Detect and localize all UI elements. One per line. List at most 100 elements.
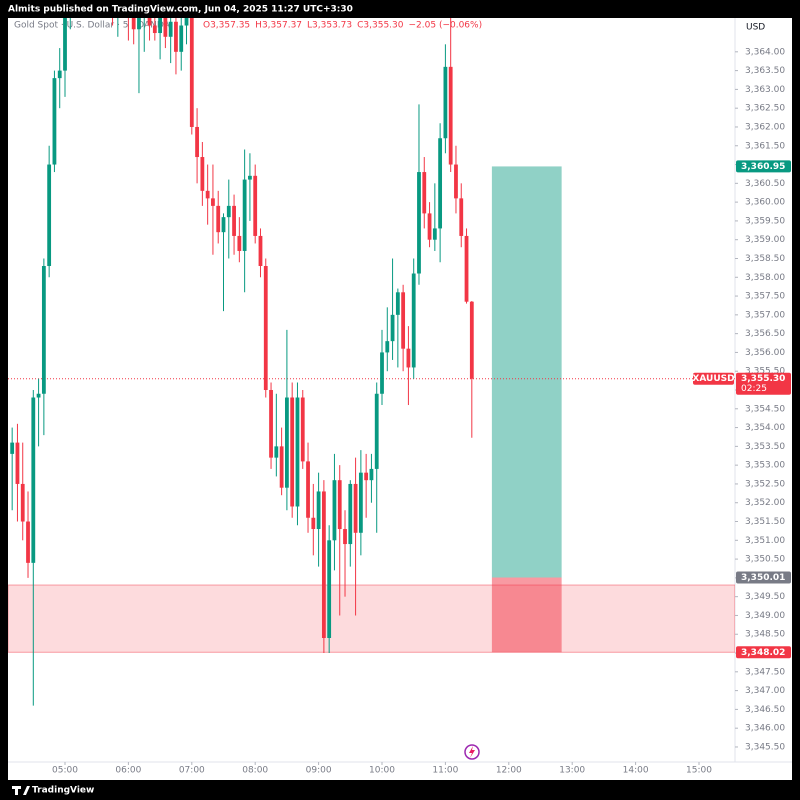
- candle-body: [353, 483, 358, 533]
- countdown-label: 02:25: [741, 384, 767, 394]
- candle-body: [221, 217, 226, 233]
- candle-body: [406, 348, 411, 368]
- axes: 3,345.50 3,346.00 3,346.50 3,347.00 3,347.50…: [52, 47, 791, 776]
- candle-body: [290, 397, 295, 507]
- candle-body: [411, 273, 416, 368]
- candle-body: [454, 164, 458, 199]
- x-tick-label: 12:00: [496, 766, 522, 776]
- event-icon-bolt: [469, 746, 475, 758]
- candle-body: [448, 66, 453, 165]
- ohlc-legend: O3,357.35 H3,357.37 L3,353.73 C3,355.30 −2.0…: [203, 21, 482, 31]
- y-tick-label: 3,354.50: [745, 404, 785, 414]
- y-tick-label: 3,362.50: [745, 104, 785, 114]
- candle-body: [364, 472, 369, 481]
- candle-body: [248, 175, 252, 180]
- candle-body: [321, 491, 326, 638]
- candle-body: [427, 213, 432, 240]
- candle-body: [459, 198, 464, 236]
- last-price-label: 3,355.30: [741, 374, 785, 384]
- candle-body: [332, 480, 337, 541]
- candle-body: [41, 266, 46, 394]
- symbol-badge: [693, 372, 734, 385]
- stop-loss-area: [491, 577, 562, 653]
- candle-body: [295, 397, 300, 507]
- candle-body: [417, 172, 421, 274]
- candle-body: [63, 18, 67, 71]
- candle-body: [211, 198, 215, 206]
- y-tick-label: 3,350.50: [745, 555, 785, 565]
- candle-body: [26, 521, 30, 563]
- x-tick-label: 13:00: [559, 766, 585, 776]
- candle-body: [327, 540, 332, 638]
- candle-body: [174, 21, 178, 52]
- candle-body: [147, 18, 152, 26]
- candle-body: [168, 21, 173, 37]
- x-tick-label: 15:00: [686, 766, 712, 776]
- candle-body: [395, 292, 400, 315]
- candle-body: [311, 517, 316, 530]
- y-tick-label: 3,355.50: [745, 367, 785, 377]
- candle-body: [438, 138, 443, 229]
- candle-body: [401, 292, 406, 349]
- price-badge: [736, 160, 791, 173]
- x-tick-label: 07:00: [179, 766, 205, 776]
- publish-header: Almits published on TradingView.com, Jun…: [8, 5, 353, 15]
- candle-body: [179, 25, 184, 52]
- plot-area: [8, 18, 735, 706]
- y-tick-label: 3,359.00: [745, 235, 785, 245]
- candle-body: [432, 228, 437, 240]
- candle-body: [337, 480, 342, 530]
- candle-body: [348, 483, 353, 545]
- candle-body: [57, 70, 62, 79]
- candle-body: [279, 446, 284, 488]
- brand-logo: [12, 786, 30, 795]
- candle-body: [189, 18, 194, 127]
- price-badge-label: 3,348.02: [741, 648, 785, 658]
- x-tick-label: 09:00: [306, 766, 332, 776]
- candle-body: [369, 468, 374, 481]
- candle-body: [464, 235, 469, 302]
- candle-body: [274, 446, 279, 458]
- candle-body: [343, 529, 347, 545]
- candle-body: [137, 18, 141, 30]
- y-tick-label: 3,358.00: [745, 273, 785, 283]
- y-tick-label: 3,363.00: [745, 85, 785, 95]
- y-tick-label: 3,356.00: [745, 348, 785, 358]
- y-tick-label: 3,357.00: [745, 310, 785, 320]
- candle-body: [258, 235, 263, 266]
- y-tick-label: 3,347.50: [745, 667, 785, 677]
- candle-body: [131, 18, 136, 30]
- candle-body: [300, 397, 305, 462]
- y-tick-label: 3,361.50: [745, 141, 785, 151]
- candle-body: [10, 442, 15, 454]
- y-tick-label: 3,357.50: [745, 292, 785, 302]
- candle-body: [269, 390, 273, 458]
- candle-body: [20, 483, 25, 522]
- candle-body: [15, 442, 20, 484]
- candle-body: [469, 301, 474, 379]
- candle-body: [52, 78, 57, 165]
- candle-body: [358, 472, 363, 533]
- y-tick-label: 3,349.00: [745, 611, 785, 621]
- y-tick-label: 3,360.50: [745, 179, 785, 189]
- y-tick-label: 3,353.50: [745, 442, 785, 452]
- candle-body: [31, 397, 36, 563]
- y-tick-label: 3,348.50: [745, 630, 785, 640]
- candle-body: [253, 175, 258, 236]
- x-tick-label: 11:00: [432, 766, 458, 776]
- x-tick-label: 14:00: [623, 766, 649, 776]
- support-zone: [8, 584, 735, 653]
- ohlc-value: L3,353.73: [307, 21, 352, 31]
- y-tick-label: 3,352.50: [745, 479, 785, 489]
- candle-body: [216, 205, 221, 233]
- y-tick-label: 3,354.00: [745, 423, 785, 433]
- ohlc-value: H3,357.37: [255, 21, 302, 31]
- x-tick-label: 08:00: [242, 766, 268, 776]
- candle-body: [237, 235, 242, 251]
- candle-body: [443, 66, 448, 139]
- candle-body: [422, 172, 427, 214]
- ohlc-value: −2.05 (−0.06%): [409, 21, 483, 31]
- y-tick-label: 3,351.50: [745, 517, 785, 527]
